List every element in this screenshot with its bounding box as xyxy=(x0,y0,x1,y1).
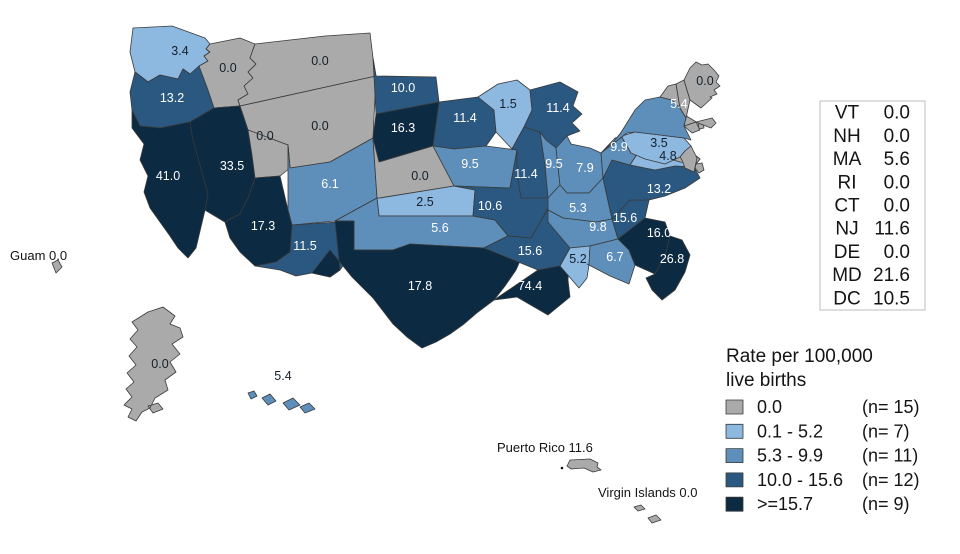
svg-text:live births: live births xyxy=(726,370,806,391)
svg-text:11.4: 11.4 xyxy=(453,111,476,125)
svg-text:10.6: 10.6 xyxy=(478,199,502,213)
svg-text:74.4: 74.4 xyxy=(518,279,542,293)
svg-text:0.0: 0.0 xyxy=(311,54,328,68)
svg-text:NJ: NJ xyxy=(835,219,858,240)
svg-text:MD: MD xyxy=(832,265,862,286)
svg-text:VT: VT xyxy=(835,103,860,124)
svg-text:0.0: 0.0 xyxy=(884,126,910,147)
svg-text:5.6: 5.6 xyxy=(884,149,910,170)
svg-text:0.0: 0.0 xyxy=(411,169,428,183)
svg-text:11.4: 11.4 xyxy=(546,101,569,115)
svg-text:0.0: 0.0 xyxy=(884,242,910,263)
svg-text:0.0: 0.0 xyxy=(311,119,328,133)
svg-text:9.5: 9.5 xyxy=(545,157,562,171)
svg-text:0.0: 0.0 xyxy=(757,397,782,417)
svg-text:2.5: 2.5 xyxy=(416,195,433,209)
svg-text:0.0: 0.0 xyxy=(884,103,910,124)
svg-text:(n= 7): (n= 7) xyxy=(862,421,910,441)
svg-text:33.5: 33.5 xyxy=(220,159,244,173)
svg-text:10.0 - 15.6: 10.0 - 15.6 xyxy=(757,470,843,490)
svg-text:DC: DC xyxy=(833,288,860,309)
svg-text:3.4: 3.4 xyxy=(171,44,188,58)
svg-text:4.8: 4.8 xyxy=(659,149,676,163)
svg-text:DE: DE xyxy=(834,242,860,263)
svg-text:26.8: 26.8 xyxy=(660,252,684,266)
svg-text:Puerto Rico 11.6: Puerto Rico 11.6 xyxy=(497,440,593,455)
svg-text:10.5: 10.5 xyxy=(873,288,910,309)
svg-text:CT: CT xyxy=(834,196,860,217)
svg-text:5.3 - 9.9: 5.3 - 9.9 xyxy=(757,446,823,466)
svg-text:9.5: 9.5 xyxy=(461,157,478,171)
svg-text:5.3: 5.3 xyxy=(569,201,586,215)
svg-text:(n= 9): (n= 9) xyxy=(862,494,910,514)
svg-text:11.5: 11.5 xyxy=(293,239,316,253)
svg-text:NH: NH xyxy=(833,126,860,147)
svg-text:3.5: 3.5 xyxy=(650,136,667,150)
svg-text:9.8: 9.8 xyxy=(589,220,606,234)
svg-text:6.1: 6.1 xyxy=(321,177,338,191)
svg-text:Virgin Islands 0.0: Virgin Islands 0.0 xyxy=(598,485,698,500)
svg-text:0.0: 0.0 xyxy=(696,74,713,88)
svg-text:MA: MA xyxy=(833,149,862,170)
svg-text:16.3: 16.3 xyxy=(391,121,415,135)
svg-text:16.0: 16.0 xyxy=(647,226,671,240)
svg-text:0.0: 0.0 xyxy=(256,129,273,143)
svg-text:(n= 12): (n= 12) xyxy=(862,470,920,490)
svg-text:15.6: 15.6 xyxy=(613,211,637,225)
svg-text:Guam 0.0: Guam 0.0 xyxy=(10,248,67,263)
svg-text:5.2: 5.2 xyxy=(569,252,586,266)
svg-text:Rate per 100,000: Rate per 100,000 xyxy=(726,346,873,367)
svg-text:RI: RI xyxy=(838,172,857,193)
svg-text:41.0: 41.0 xyxy=(156,169,180,183)
svg-text:17.3: 17.3 xyxy=(251,219,275,233)
svg-text:11.6: 11.6 xyxy=(874,219,910,240)
svg-text:7.9: 7.9 xyxy=(576,161,593,175)
svg-text:5.4: 5.4 xyxy=(274,369,291,383)
svg-text:0.0: 0.0 xyxy=(219,61,236,75)
svg-text:1.5: 1.5 xyxy=(499,97,516,111)
svg-text:13.2: 13.2 xyxy=(160,91,184,105)
svg-text:5.6: 5.6 xyxy=(431,221,448,235)
svg-text:0.0: 0.0 xyxy=(151,357,168,371)
svg-text:10.0: 10.0 xyxy=(391,81,415,95)
svg-text:15.6: 15.6 xyxy=(518,244,542,258)
svg-text:(n= 11): (n= 11) xyxy=(862,446,918,466)
svg-text:0.0: 0.0 xyxy=(884,172,910,193)
svg-text:13.2: 13.2 xyxy=(647,182,671,196)
svg-text:0.1 - 5.2: 0.1 - 5.2 xyxy=(757,421,823,441)
svg-text:0.0: 0.0 xyxy=(884,196,910,217)
svg-text:9.9: 9.9 xyxy=(610,140,627,154)
svg-text:11.4: 11.4 xyxy=(514,167,537,181)
svg-text:5.4: 5.4 xyxy=(670,97,687,111)
svg-text:>=15.7: >=15.7 xyxy=(757,494,813,514)
svg-text:(n= 15): (n= 15) xyxy=(862,397,920,417)
svg-text:21.6: 21.6 xyxy=(873,265,910,286)
svg-text:6.7: 6.7 xyxy=(606,250,623,264)
svg-text:17.8: 17.8 xyxy=(408,279,432,293)
